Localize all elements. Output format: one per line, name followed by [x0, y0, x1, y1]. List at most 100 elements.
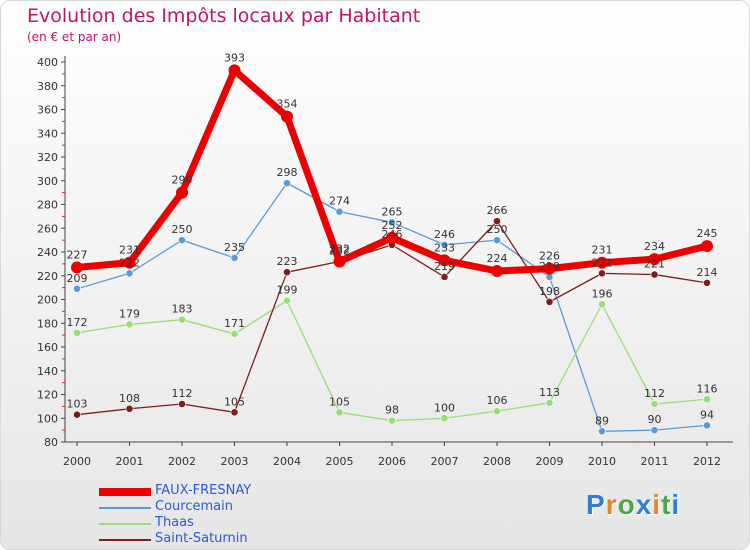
x-tick-label: 2005 — [326, 455, 354, 468]
data-point-faux-fresnay — [333, 255, 346, 268]
data-label-thaas: 112 — [644, 387, 665, 400]
x-tick-label: 2012 — [693, 455, 721, 468]
y-tick-label: 300 — [37, 175, 58, 188]
data-label-faux-fresnay: 393 — [224, 51, 245, 64]
data-point-thaas — [440, 414, 449, 423]
data-point-faux-fresnay — [123, 256, 136, 269]
data-point-courcemain — [335, 207, 344, 216]
data-point-courcemain — [125, 269, 134, 278]
data-point-thaas — [178, 315, 186, 324]
data-label-thaas: 179 — [119, 307, 140, 320]
y-tick-label: 320 — [37, 151, 58, 164]
data-label-courcemain: 209 — [67, 272, 88, 285]
data-label-faux-fresnay: 224 — [487, 252, 508, 265]
data-point-faux-fresnay — [176, 186, 188, 199]
data-label-faux-fresnay: 354 — [277, 98, 298, 111]
data-label-saint-saturnin: 232 — [329, 245, 350, 258]
y-tick-label: 180 — [37, 317, 58, 330]
data-label-courcemain: 222 — [119, 256, 140, 269]
y-tick-label: 120 — [37, 389, 58, 402]
data-label-saint-saturnin: 246 — [382, 228, 403, 241]
data-point-courcemain — [650, 426, 659, 435]
data-label-faux-fresnay: 231 — [119, 244, 140, 257]
data-point-faux-fresnay — [281, 110, 293, 123]
data-label-courcemain: 250 — [172, 223, 193, 236]
x-tick-label: 2003 — [221, 455, 249, 468]
data-label-saint-saturnin: 222 — [592, 256, 613, 269]
data-point-saint-saturnin — [125, 404, 134, 413]
legend-label-faux-fresnay: FAUX-FRESNAY — [155, 483, 252, 498]
y-tick-label: 140 — [37, 365, 58, 378]
data-point-courcemain — [283, 179, 291, 188]
legend-swatch-faux-fresnay — [99, 488, 151, 496]
data-label-courcemain: 94 — [700, 408, 714, 421]
data-label-courcemain: 89 — [595, 414, 609, 427]
data-label-faux-fresnay: 231 — [592, 244, 613, 257]
data-label-thaas: 98 — [385, 404, 399, 417]
data-label-courcemain: 274 — [329, 195, 350, 208]
data-point-faux-fresnay — [386, 231, 398, 244]
y-tick-label: 160 — [37, 341, 58, 354]
data-label-faux-fresnay: 245 — [697, 227, 718, 240]
data-point-faux-fresnay — [228, 64, 241, 77]
data-label-courcemain: 265 — [382, 205, 403, 218]
data-point-courcemain — [178, 236, 186, 245]
data-label-thaas: 196 — [592, 287, 613, 300]
data-point-thaas — [493, 407, 501, 416]
data-point-thaas — [703, 395, 711, 404]
data-point-saint-saturnin — [230, 408, 239, 417]
data-label-saint-saturnin: 112 — [172, 387, 193, 400]
data-label-saint-saturnin: 266 — [487, 204, 508, 217]
y-tick-label: 400 — [37, 56, 58, 69]
data-label-courcemain: 235 — [224, 241, 245, 254]
y-tick-label: 100 — [37, 412, 58, 425]
series-line-saint-saturnin — [76, 220, 708, 416]
logo-letter: i — [671, 489, 681, 520]
x-tick-label: 2004 — [273, 455, 301, 468]
data-point-thaas — [388, 416, 396, 425]
data-label-courcemain: 246 — [434, 228, 455, 241]
data-point-thaas — [545, 398, 554, 407]
data-point-faux-fresnay — [701, 240, 713, 253]
legend-label-thaas: Thaas — [155, 515, 194, 530]
data-label-faux-fresnay: 232 — [329, 243, 350, 256]
x-tick-label: 2001 — [116, 455, 144, 468]
data-point-faux-fresnay — [648, 253, 661, 266]
y-tick-label: 260 — [37, 222, 58, 235]
data-point-saint-saturnin — [650, 270, 659, 279]
data-label-courcemain: 298 — [277, 166, 298, 179]
data-point-thaas — [650, 400, 659, 408]
data-label-thaas: 183 — [172, 303, 193, 316]
data-point-faux-fresnay — [596, 256, 608, 269]
x-tick-label: 2008 — [483, 455, 511, 468]
y-tick-label: 380 — [37, 80, 58, 93]
logo-letter: r — [605, 489, 618, 520]
data-point-courcemain — [230, 254, 239, 262]
data-label-faux-fresnay: 233 — [434, 241, 455, 254]
data-point-courcemain — [440, 240, 449, 249]
data-label-saint-saturnin: 103 — [67, 398, 88, 411]
data-label-thaas: 106 — [487, 394, 508, 407]
y-tick-label: 280 — [37, 199, 58, 212]
data-point-faux-fresnay — [543, 262, 556, 275]
data-point-courcemain — [73, 284, 81, 293]
data-point-saint-saturnin — [440, 273, 449, 281]
data-label-courcemain: 219 — [539, 260, 560, 273]
y-tick-label: 220 — [37, 270, 58, 283]
y-tick-label: 340 — [37, 127, 58, 140]
data-point-faux-fresnay — [71, 261, 83, 274]
logo-letter: x — [635, 489, 653, 520]
x-tick-label: 2011 — [641, 455, 669, 468]
data-label-thaas: 105 — [329, 395, 350, 408]
data-point-saint-saturnin — [598, 269, 606, 278]
data-label-thaas: 171 — [224, 317, 245, 330]
data-label-faux-fresnay: 226 — [539, 250, 560, 263]
chart-subtitle: (en € et par an) — [27, 30, 122, 44]
data-label-saint-saturnin: 221 — [644, 258, 665, 271]
legend-swatch-thaas — [99, 523, 151, 525]
logo-letter: i — [652, 489, 662, 520]
y-tick-label: 360 — [37, 104, 58, 117]
data-point-faux-fresnay — [438, 254, 451, 267]
data-point-faux-fresnay — [491, 265, 503, 277]
